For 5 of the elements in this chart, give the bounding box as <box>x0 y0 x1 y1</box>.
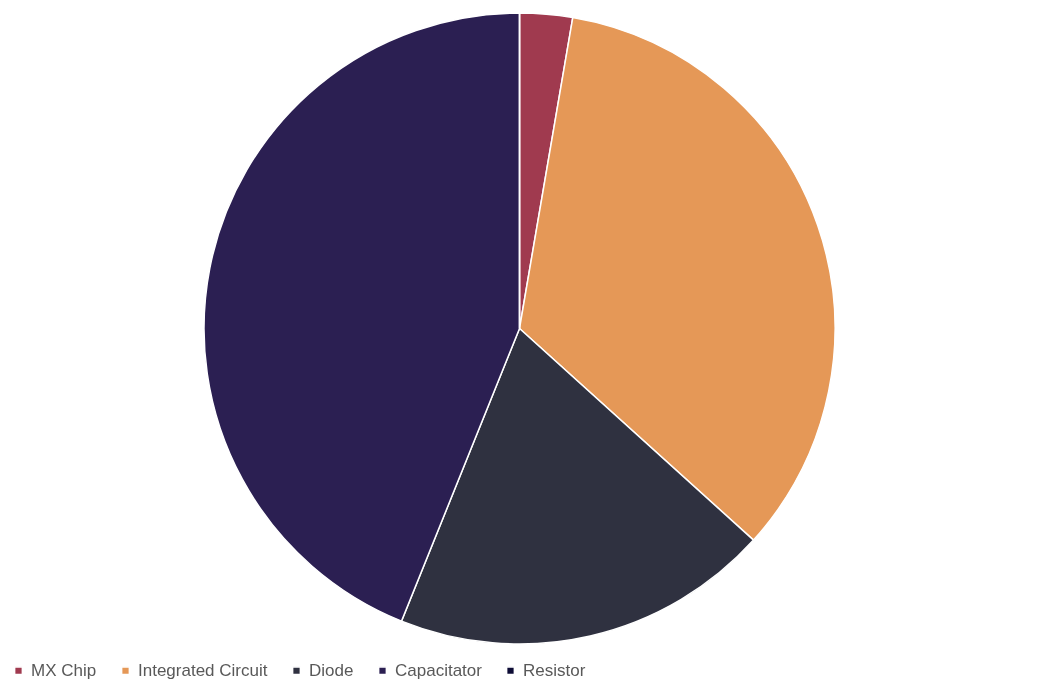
legend-label: Resistor <box>523 660 586 680</box>
legend-label: MX Chip <box>31 660 97 680</box>
legend-label: Integrated Circuit <box>138 660 268 680</box>
legend-label: Diode <box>309 660 354 680</box>
legend-label: Capacitator <box>395 660 483 680</box>
